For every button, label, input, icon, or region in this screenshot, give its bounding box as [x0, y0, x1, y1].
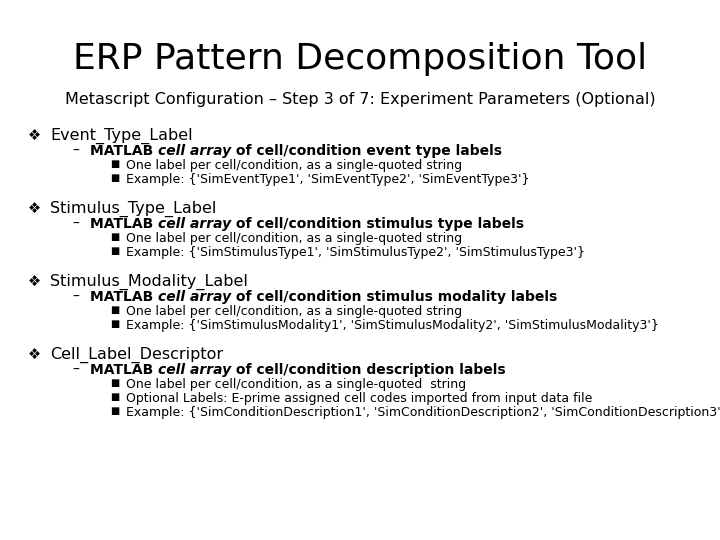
Text: Cell_Label_Descriptor: Cell_Label_Descriptor — [50, 347, 223, 363]
Text: ERP Pattern Decomposition Tool: ERP Pattern Decomposition Tool — [73, 42, 647, 76]
Text: MATLAB: MATLAB — [90, 217, 158, 231]
Text: ■: ■ — [110, 159, 120, 169]
Text: MATLAB: MATLAB — [90, 144, 158, 158]
Text: –: – — [72, 290, 79, 304]
Text: cell array: cell array — [158, 144, 231, 158]
Text: of cell/condition description labels: of cell/condition description labels — [231, 363, 506, 377]
Text: One label per cell/condition, as a single-quoted string: One label per cell/condition, as a singl… — [126, 305, 462, 318]
Text: ■: ■ — [110, 378, 120, 388]
Text: Example: {'SimStimulusType1', 'SimStimulusType2', 'SimStimulusType3'}: Example: {'SimStimulusType1', 'SimStimul… — [126, 246, 585, 259]
Text: One label per cell/condition, as a single-quoted string: One label per cell/condition, as a singl… — [126, 232, 462, 245]
Text: ■: ■ — [110, 246, 120, 256]
Text: One label per cell/condition, as a single-quoted  string: One label per cell/condition, as a singl… — [126, 378, 466, 391]
Text: ■: ■ — [110, 173, 120, 183]
Text: ❖: ❖ — [28, 128, 41, 143]
Text: Stimulus_Type_Label: Stimulus_Type_Label — [50, 201, 217, 217]
Text: –: – — [72, 144, 79, 158]
Text: ■: ■ — [110, 319, 120, 329]
Text: –: – — [72, 363, 79, 377]
Text: MATLAB: MATLAB — [90, 290, 158, 304]
Text: of cell/condition stimulus modality labels: of cell/condition stimulus modality labe… — [231, 290, 557, 304]
Text: ❖: ❖ — [28, 201, 41, 216]
Text: Event_Type_Label: Event_Type_Label — [50, 128, 193, 144]
Text: ■: ■ — [110, 305, 120, 315]
Text: Metascript Configuration – Step 3 of 7: Experiment Parameters (Optional): Metascript Configuration – Step 3 of 7: … — [65, 92, 655, 107]
Text: cell array: cell array — [158, 290, 231, 304]
Text: –: – — [72, 217, 79, 231]
Text: ■: ■ — [110, 392, 120, 402]
Text: Optional Labels: E-prime assigned cell codes imported from input data file: Optional Labels: E-prime assigned cell c… — [126, 392, 593, 405]
Text: MATLAB: MATLAB — [90, 363, 158, 377]
Text: of cell/condition event type labels: of cell/condition event type labels — [231, 144, 503, 158]
Text: ■: ■ — [110, 406, 120, 416]
Text: Example: {'SimConditionDescription1', 'SimConditionDescription2', 'SimConditionD: Example: {'SimConditionDescription1', 'S… — [126, 406, 720, 419]
Text: ❖: ❖ — [28, 274, 41, 289]
Text: cell array: cell array — [158, 217, 231, 231]
Text: cell array: cell array — [158, 363, 231, 377]
Text: of cell/condition stimulus type labels: of cell/condition stimulus type labels — [231, 217, 524, 231]
Text: ❖: ❖ — [28, 347, 41, 362]
Text: Example: {'SimEventType1', 'SimEventType2', 'SimEventType3'}: Example: {'SimEventType1', 'SimEventType… — [126, 173, 529, 186]
Text: ■: ■ — [110, 232, 120, 242]
Text: One label per cell/condition, as a single-quoted string: One label per cell/condition, as a singl… — [126, 159, 462, 172]
Text: Stimulus_Modality_Label: Stimulus_Modality_Label — [50, 274, 248, 290]
Text: Example: {'SimStimulusModality1', 'SimStimulusModality2', 'SimStimulusModality3': Example: {'SimStimulusModality1', 'SimSt… — [126, 319, 659, 332]
